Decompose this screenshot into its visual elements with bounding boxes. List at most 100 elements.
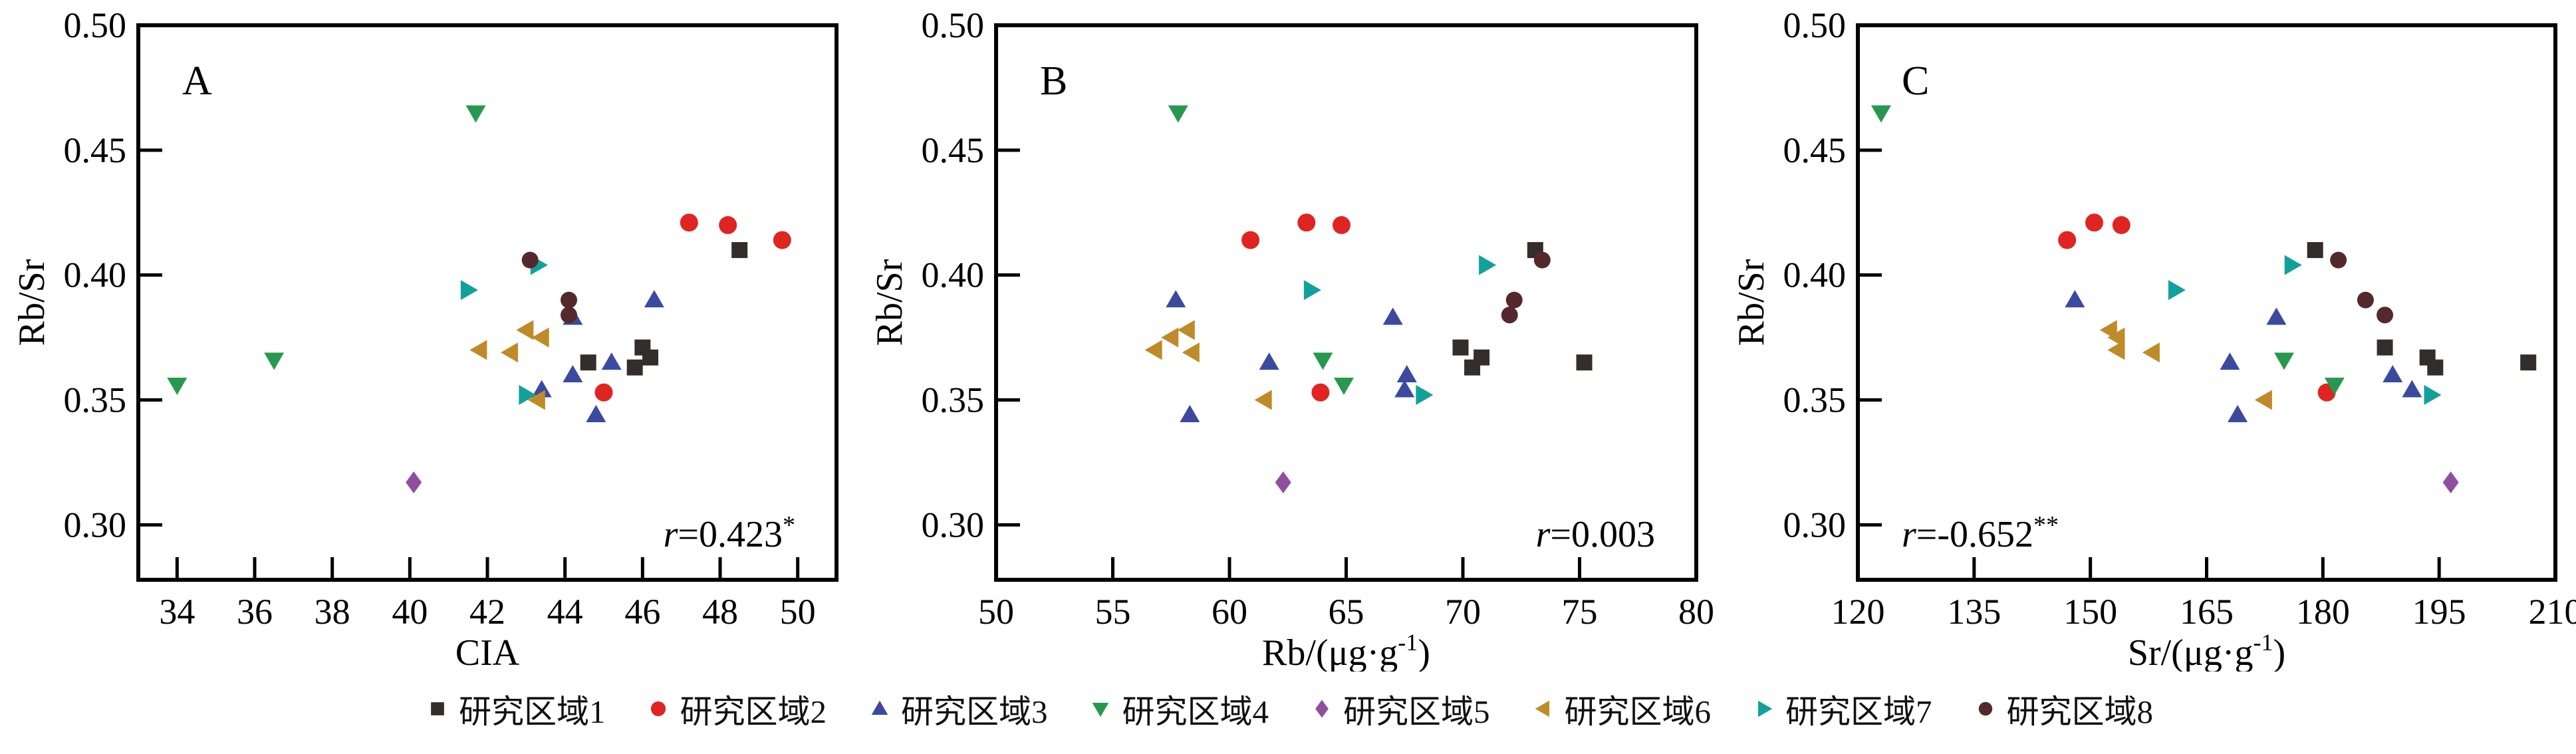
data-point-triangle-up-icon <box>1396 364 1417 382</box>
legend-label: 研究区域3 <box>900 693 1048 730</box>
data-point-triangle-left-icon <box>469 340 487 360</box>
data-point-triangle-down-icon <box>2274 352 2295 370</box>
y-axis-title: Rb/Sr <box>1731 259 1772 346</box>
data-point-circle-icon <box>773 231 791 249</box>
data-point-triangle-up-icon <box>1394 380 1415 398</box>
data-point-triangle-down-icon <box>2324 377 2345 395</box>
data-point-triangle-left-icon <box>2142 342 2160 363</box>
x-axis-tick-label: 48 <box>702 592 738 632</box>
x-axis-tick-label: 38 <box>315 592 350 632</box>
data-point-circle-icon <box>594 383 613 402</box>
x-axis-tick-label: 210 <box>2529 592 2576 632</box>
legend-marker-diamond-icon <box>1315 699 1329 718</box>
legend: 研究区域1 研究区域2 研究区域3 研究区域4 研究区域5 研究区域6 研究区域7 研究区域8 <box>0 672 2576 746</box>
legend-marker-shape <box>1093 702 1109 717</box>
data-point-triangle-right-icon <box>2284 255 2302 275</box>
legend-marker-triangle-left-icon <box>1535 700 1549 717</box>
x-axis-tick-label: 40 <box>392 592 428 632</box>
y-axis-tick-label: 0.40 <box>1783 255 1847 295</box>
y-axis-tick-label: 0.35 <box>1783 380 1847 420</box>
data-point-square-icon <box>642 349 658 366</box>
data-point-triangle-up-icon <box>2383 364 2403 382</box>
x-axis-tick-label: 60 <box>1212 592 1247 632</box>
legend-item: 研究区域8 <box>1971 686 2154 733</box>
correlation-annotation: r=0.003 <box>1536 514 1655 555</box>
data-point-triangle-up-icon <box>1166 290 1186 308</box>
data-point-circle-small-icon <box>1501 307 1518 324</box>
y-axis-tick-label: 0.30 <box>922 505 985 545</box>
legend-label: 研究区域1 <box>458 693 606 730</box>
data-point-triangle-down-icon <box>465 105 486 123</box>
data-point-circle-small-icon <box>561 291 577 309</box>
data-point-triangle-up-icon <box>1259 352 1279 370</box>
x-axis-tick-label: 165 <box>2180 592 2234 632</box>
y-axis-tick-label: 0.45 <box>922 130 985 170</box>
data-point-triangle-right-icon <box>1416 385 1434 405</box>
x-axis-tick-label: 50 <box>780 592 816 632</box>
data-point-triangle-left-icon <box>1177 320 1195 340</box>
data-point-triangle-right-icon <box>519 385 537 405</box>
legend-label: 研究区域8 <box>2006 693 2154 730</box>
legend-marker-shape <box>651 701 666 717</box>
x-axis-tick-label: 46 <box>624 592 660 632</box>
data-point-triangle-down-icon <box>1870 105 1891 123</box>
legend-marker-shape <box>871 700 888 715</box>
data-point-triangle-down-icon <box>167 377 188 395</box>
data-point-triangle-up-icon <box>563 364 583 382</box>
data-point-triangle-down-icon <box>264 352 285 370</box>
x-axis-tick-label: 44 <box>547 592 583 632</box>
legend-item: 研究区域2 <box>644 686 827 733</box>
data-point-triangle-up-icon <box>2065 290 2085 308</box>
x-axis-tick-label: 135 <box>1947 592 2001 632</box>
y-axis-tick-label: 0.45 <box>1783 130 1847 170</box>
data-point-triangle-up-icon <box>1180 405 1200 423</box>
plot-frame <box>136 23 838 582</box>
data-point-circle-icon <box>1297 213 1316 232</box>
data-point-square-icon <box>626 359 643 376</box>
plot-frame <box>1856 23 2557 582</box>
data-point-circle-icon <box>1311 383 1330 402</box>
panel-letter: A <box>182 59 212 104</box>
x-axis-tick-label: 180 <box>2296 592 2350 632</box>
data-point-triangle-up-icon <box>531 380 552 398</box>
y-axis-tick-label: 0.30 <box>64 505 127 545</box>
legend-marker-circle-icon <box>651 701 666 717</box>
panel-letter: C <box>1902 59 1929 104</box>
data-point-square-icon <box>2520 354 2537 371</box>
legend-label: 研究区域5 <box>1343 693 1490 730</box>
x-axis-tick-label: 195 <box>2412 592 2466 632</box>
data-point-square-icon <box>2427 359 2444 376</box>
data-point-circle-small-icon <box>1505 291 1523 309</box>
data-point-square-icon <box>580 354 596 371</box>
correlation-annotation: r=0.423* <box>664 511 795 555</box>
legend-marker-square-icon <box>431 702 444 715</box>
legend-marker-shape <box>1315 699 1329 718</box>
legend-marker-shape <box>1978 701 1992 716</box>
legend-marker-shape <box>1535 700 1549 717</box>
data-point-triangle-right-icon <box>2168 280 2186 301</box>
legend-label: 研究区域2 <box>680 693 827 730</box>
data-point-diamond-icon <box>406 471 422 493</box>
data-point-triangle-left-icon <box>501 342 518 363</box>
legend-marker-triangle-down-icon <box>1093 702 1109 717</box>
data-point-triangle-left-icon <box>531 327 549 348</box>
x-axis-tick-label: 34 <box>159 592 195 632</box>
data-point-square-icon <box>1576 354 1593 371</box>
data-point-square-icon <box>1452 339 1469 356</box>
data-point-triangle-left-icon <box>1254 390 1272 410</box>
y-axis-tick-label: 0.50 <box>64 5 127 45</box>
x-axis-tick-label: 50 <box>978 592 1014 632</box>
x-axis-tick-label: 42 <box>469 592 505 632</box>
data-point-circle-icon <box>2112 216 2130 235</box>
panel-letter: B <box>1040 59 1067 104</box>
scatter-plots-canvas: 34 36 38 40 42 44 46 48 50 0.30 0.35 0.40 0.45 0.50 Rb… <box>11 5 2576 672</box>
legend-item: 研究区域5 <box>1307 686 1490 733</box>
data-point-circle-icon <box>2085 213 2103 232</box>
data-point-square-icon <box>1464 359 1481 376</box>
data-point-square-icon <box>2307 242 2323 259</box>
data-point-circle-small-icon <box>2357 291 2374 309</box>
x-axis-tick-label: 65 <box>1329 592 1364 632</box>
legend-item: 研究区域6 <box>1529 686 1711 733</box>
data-point-triangle-left-icon <box>527 390 545 410</box>
x-axis-tick-label: 75 <box>1562 592 1598 632</box>
